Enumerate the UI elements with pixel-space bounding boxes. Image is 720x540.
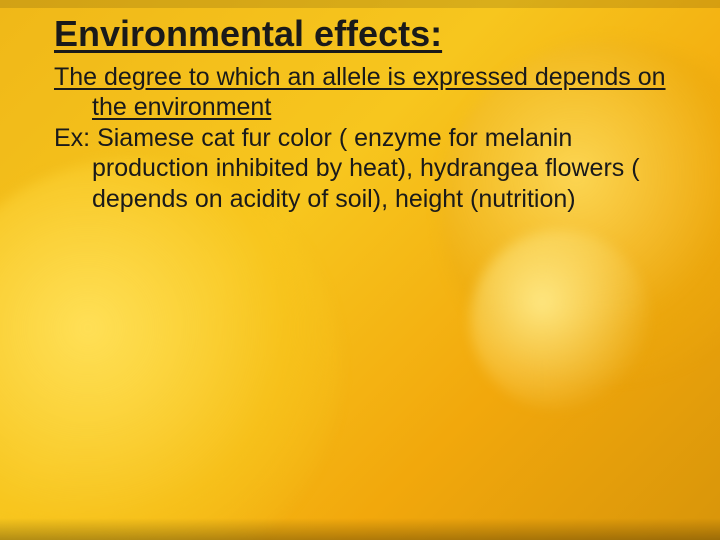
- edge-shadow: [0, 0, 720, 8]
- slide-title: Environmental effects:: [54, 14, 666, 54]
- slide: Environmental effects: The degree to whi…: [0, 0, 720, 540]
- example-text: Ex: Siamese cat fur color ( enzyme for m…: [54, 123, 666, 215]
- content-area: Environmental effects: The degree to whi…: [0, 8, 720, 540]
- slide-body: The degree to which an allele is express…: [54, 62, 666, 215]
- statement-text: The degree to which an allele is express…: [54, 62, 666, 123]
